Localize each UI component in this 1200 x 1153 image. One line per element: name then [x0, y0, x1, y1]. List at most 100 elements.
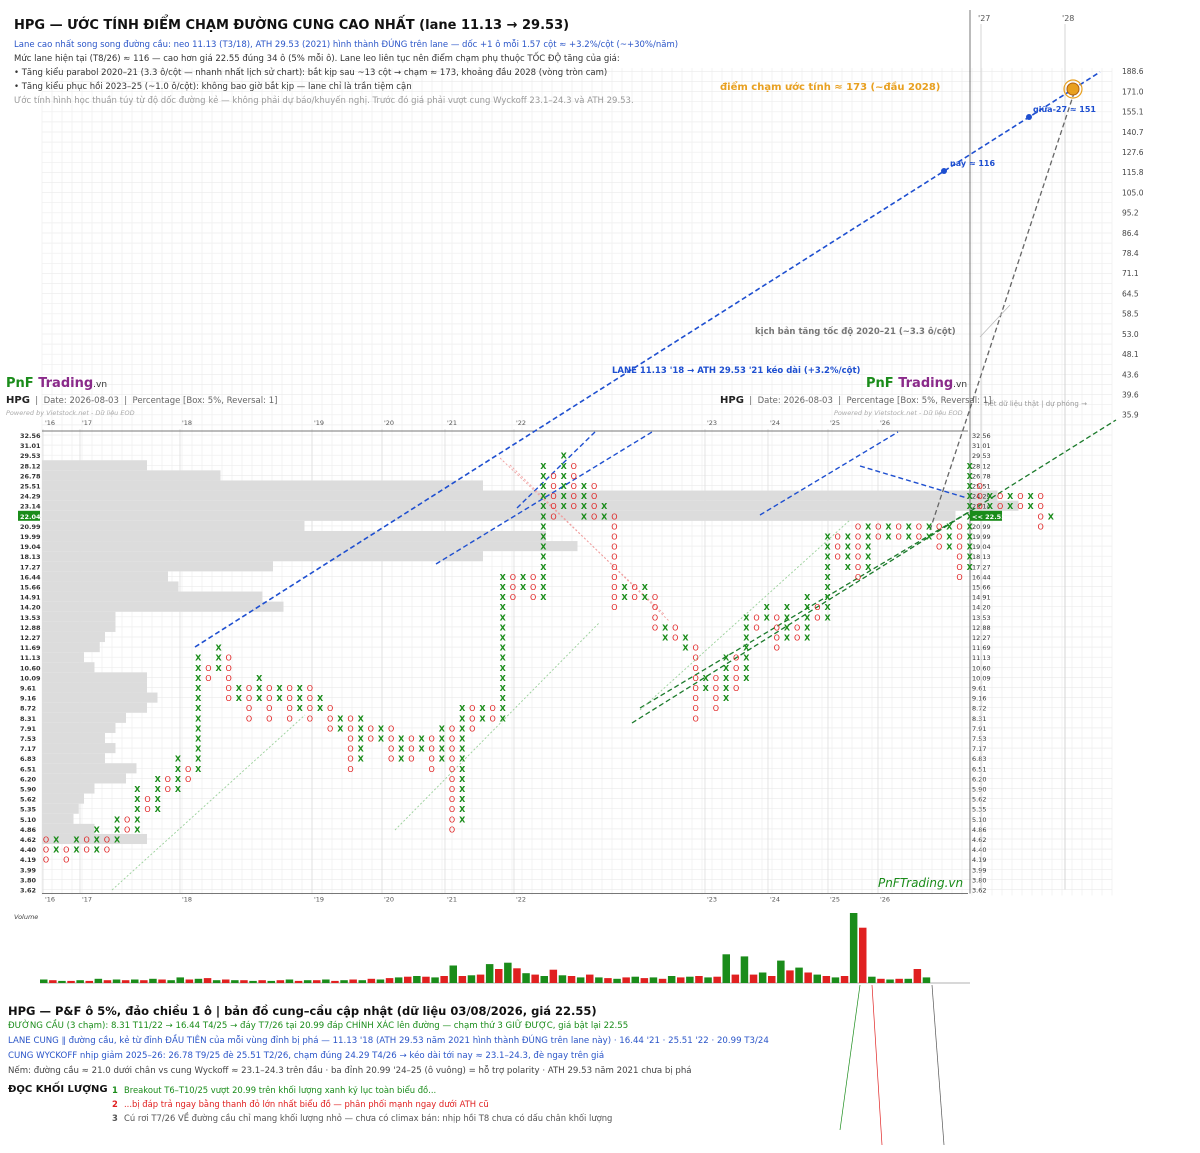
pnf-column: XX	[642, 583, 649, 602]
pnf-x-mark: X	[804, 613, 811, 622]
target-touch-point	[1066, 82, 1080, 96]
pnf-x-mark: X	[1007, 502, 1014, 511]
pnf-o-mark: O	[794, 623, 800, 632]
pnf-o-mark: O	[307, 704, 313, 713]
volume-bar	[404, 976, 412, 983]
pnf-x-mark: X	[439, 724, 446, 733]
pnf-x-mark: X	[967, 492, 974, 501]
year-tick-bottom: '17	[82, 896, 92, 904]
volume-reading-text: Cú rơi T7/26 VỀ đường cầu chỉ mang khối …	[124, 1113, 613, 1123]
year-tick-bottom: '24	[770, 896, 780, 904]
projection-axis: 35.9 39.6 43.6 48.1 53.0 58.5 64.5 71.1 78.4 86.4…	[1122, 67, 1144, 419]
pnf-o-mark: O	[672, 623, 678, 632]
pnf-x-mark: X	[581, 502, 588, 511]
price-tick-left: 16.44	[20, 573, 41, 581]
pnf-o-mark: O	[632, 593, 638, 602]
watermark: PnFTrading.vn	[878, 876, 963, 890]
pnf-x-mark: X	[845, 553, 852, 562]
pnf-o-mark: O	[997, 492, 1003, 501]
marker-mid27	[1026, 114, 1032, 120]
price-tick-right: 4.86	[972, 826, 986, 834]
chart-title: HPG — ƯỚC TÍNH ĐIỂM CHẠM ĐƯỜNG CUNG CAO …	[14, 18, 570, 33]
lane-25-51	[516, 431, 596, 509]
pnf-x-mark: X	[865, 533, 872, 542]
pnf-o-mark: O	[327, 704, 333, 713]
year-tick-bottom: '23	[707, 896, 717, 904]
pnf-x-mark: X	[195, 664, 202, 673]
volume-reading-number: 3	[112, 1113, 118, 1123]
price-tag-box	[18, 510, 40, 521]
pnf-o-mark: O	[652, 613, 658, 622]
pnf-o-mark: O	[591, 482, 597, 491]
pnf-o-mark: O	[226, 694, 232, 703]
pnf-x-mark: X	[215, 644, 222, 653]
volume-bar	[504, 962, 512, 983]
year-tick-bottom: '16	[45, 896, 55, 904]
pnf-o-mark: O	[307, 694, 313, 703]
pnf-x-mark: X	[459, 795, 466, 804]
price-tick-right: 3.80	[972, 876, 986, 884]
now-label: nay ≈ 116	[950, 159, 995, 168]
pnf-x-mark: X	[967, 502, 974, 511]
profile-bar	[42, 551, 483, 562]
pnf-x-mark: X	[946, 543, 953, 552]
pnf-x-mark: X	[398, 735, 405, 744]
pnf-column: OO	[632, 583, 638, 602]
volume-bar	[904, 978, 912, 983]
demand-parallel-1	[111, 714, 306, 891]
pnf-o-mark: O	[347, 745, 353, 754]
pnf-column: OO	[1017, 492, 1023, 511]
pnf-o-mark: O	[611, 543, 617, 552]
price-tick-left: 11.13	[20, 654, 41, 662]
volume-panel: Volume	[14, 913, 970, 984]
pnf-x-mark: X	[114, 825, 121, 834]
pnf-x-mark: X	[256, 674, 263, 683]
profile-bar	[42, 561, 273, 572]
pnf-x-mark: X	[500, 674, 507, 683]
pnf-x-mark: X	[195, 724, 202, 733]
pnf-x-mark: X	[824, 583, 831, 592]
projection-tick: 95.2	[1122, 209, 1139, 218]
profile-bar	[42, 803, 79, 814]
price-tick-left: 20.99	[20, 523, 41, 531]
pnf-x-mark: X	[743, 634, 750, 643]
price-tick-left: 5.62	[20, 796, 36, 804]
price-tick-right: 9.16	[972, 695, 986, 703]
pnf-o-mark: O	[226, 654, 232, 663]
pnf-o-mark: O	[307, 714, 313, 723]
pnf-o-mark: O	[977, 492, 983, 501]
pnf-o-mark: O	[449, 755, 455, 764]
pnf-o-mark: O	[997, 502, 1003, 511]
pnf-o-mark: O	[835, 553, 841, 562]
pnf-x-mark: X	[824, 563, 831, 572]
pnf-x-mark: X	[561, 482, 568, 491]
profile-bar	[42, 743, 116, 754]
lane-20-99	[759, 431, 899, 516]
volume-reading-item: 2 ...bị đáp trả ngay bằng thanh đỏ lớn nh…	[112, 1099, 489, 1109]
note-line: CUNG WYCKOFF nhịp giảm 2025–26: 26.78 T9…	[8, 1051, 605, 1061]
price-tick-left: 19.99	[20, 533, 41, 541]
pnf-x-mark: X	[682, 634, 689, 643]
projection-tick: 39.6	[1122, 390, 1139, 399]
pnf-x-mark: X	[967, 482, 974, 491]
volume-bar	[868, 976, 876, 983]
projection-tick: 43.6	[1122, 370, 1139, 379]
pnf-o-mark: O	[185, 775, 191, 784]
pnf-o-mark: O	[1017, 502, 1023, 511]
volume-reading-item: 3 Cú rơi T7/26 VỀ đường cầu chỉ mang khối…	[112, 1113, 612, 1123]
pnf-x-mark: X	[987, 492, 994, 501]
pnf-column: XXX	[94, 825, 101, 854]
profile-bar	[42, 763, 137, 774]
pnf-o-mark: O	[347, 735, 353, 744]
pnf-o-mark: O	[489, 704, 495, 713]
pnf-column: XX	[53, 836, 60, 855]
scenario-label: kịch bản tăng tốc độ 2020–21 (~3.3 ô/cột…	[755, 326, 956, 337]
profile-bar	[42, 682, 147, 693]
pnf-o-mark: O	[510, 573, 516, 582]
